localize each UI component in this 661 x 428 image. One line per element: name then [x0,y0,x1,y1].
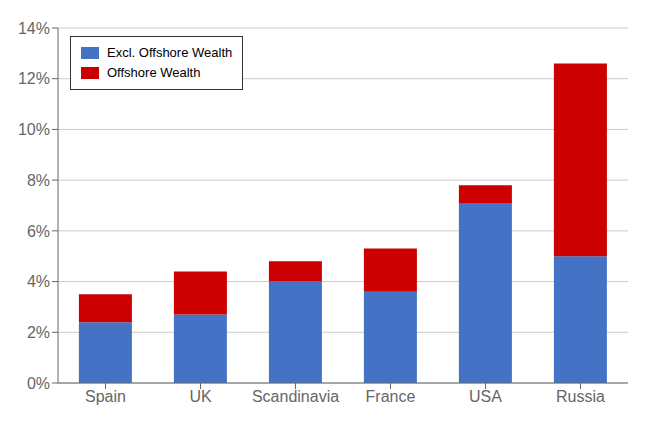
svg-text:0%: 0% [27,375,50,392]
svg-text:14%: 14% [18,20,50,37]
svg-text:Russia: Russia [556,388,605,405]
svg-text:4%: 4% [27,273,50,290]
html-text:Excl. Offshore Wealth: Excl. Offshore Wealth [107,45,233,60]
svg-text:12%: 12% [18,70,50,87]
html-text:Offshore Wealth: Offshore Wealth [107,65,201,80]
svg-text:UK: UK [189,388,212,405]
svg-text:France: France [366,388,416,405]
svg-text:2%: 2% [27,324,50,341]
svg-text:10%: 10% [18,121,50,138]
svg-text:USA: USA [469,388,502,405]
svg-text:Spain: Spain [85,388,126,405]
svg-text:8%: 8% [27,172,50,189]
svg-text:Scandinavia: Scandinavia [252,388,339,405]
svg-text:6%: 6% [27,223,50,240]
